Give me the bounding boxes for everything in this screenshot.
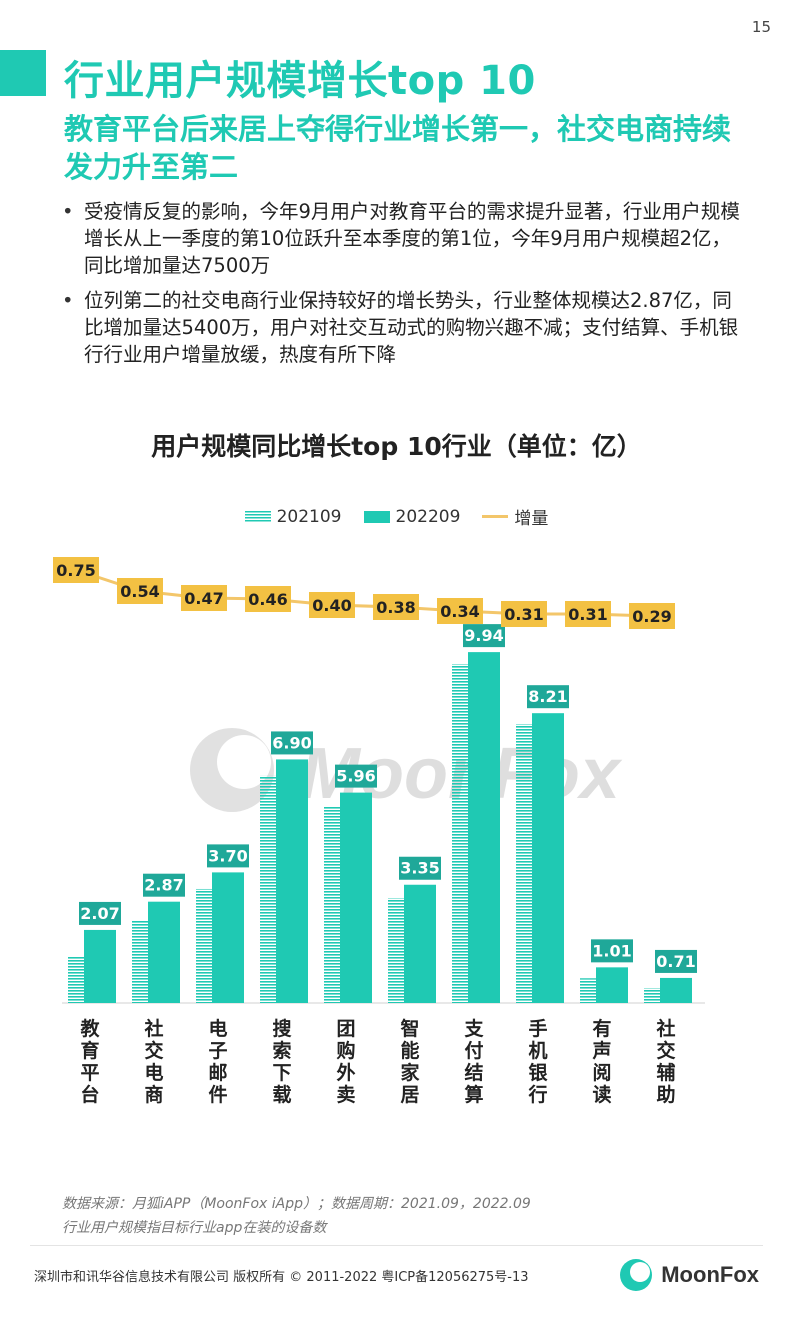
x-tick-label: 电子邮件 — [208, 1017, 227, 1106]
bullet-item: 受疫情反复的影响，今年9月用户对教育平台的需求提升显著，行业用户规模增长从上一季… — [60, 198, 750, 279]
legend-item-202109: 202109 — [244, 504, 342, 529]
data-label-202209: 0.71 — [656, 952, 695, 971]
footnote-source: 数据来源：月狐iAPP（MoonFox iApp）；数据周期：2021.09，2… — [62, 1196, 531, 1212]
bar-202209 — [468, 652, 500, 1003]
title-accent-bar — [0, 50, 46, 96]
data-label-bg — [591, 939, 633, 963]
legend-label: 202209 — [395, 506, 461, 527]
data-label-bg — [271, 731, 313, 755]
increment-line — [75, 568, 653, 618]
bullet-item: 位列第二的社交电商行业保持较好的增长势头，行业整体规模达2.87亿，同比增加量达… — [60, 287, 750, 368]
increment-label-bg — [245, 586, 291, 612]
bar-line-chart: MoonFox 2.07教育平台2.87社交电商3.70电子邮件6.90搜索下载… — [53, 557, 705, 1106]
x-tick-label: 手机银行 — [527, 1017, 548, 1106]
legend-item-202209: 202209 — [363, 504, 461, 529]
footer-copyright: 深圳市和讯华谷信息技术有限公司 版权所有 © 2011-2022 粤ICP备12… — [34, 1270, 529, 1285]
data-label-bg — [527, 685, 569, 709]
data-label-202209: 3.70 — [208, 846, 247, 865]
data-label-202209: 6.90 — [272, 733, 311, 752]
increment-label-bg — [437, 598, 483, 624]
increment-label-bg — [501, 601, 547, 627]
legend-label: 增量 — [514, 509, 549, 529]
bar-202209 — [660, 977, 692, 1003]
data-label-increment: 0.54 — [120, 582, 159, 601]
x-tick-label: 支付结算 — [463, 1018, 484, 1106]
footer-divider — [30, 1245, 763, 1246]
data-label-increment: 0.47 — [184, 589, 223, 608]
data-label-202209: 2.07 — [80, 904, 119, 923]
x-tick-label: 智能家居 — [400, 1017, 420, 1106]
data-label-bg — [143, 873, 185, 897]
legend-swatch-solid — [363, 510, 390, 523]
bar-202209 — [532, 713, 564, 1003]
bar-202209 — [596, 967, 628, 1003]
page-subtitle: 教育平台后来居上夺得行业增长第一，社交电商持续发力升至第二 — [64, 112, 732, 184]
data-label-202209: 9.94 — [464, 626, 503, 645]
data-label-increment: 0.46 — [248, 590, 287, 609]
legend-swatch-line — [482, 515, 509, 518]
bar-202209 — [404, 884, 436, 1003]
data-label-bg — [463, 624, 505, 648]
page-number: 15 — [751, 18, 771, 36]
data-label-202209: 3.35 — [400, 859, 439, 878]
x-tick-label: 社交电商 — [143, 1017, 163, 1106]
increment-label-bg — [53, 557, 99, 583]
increment-label-bg — [629, 603, 675, 629]
data-label-increment: 0.31 — [504, 605, 543, 624]
bar-202209 — [148, 901, 180, 1003]
increment-label-bg — [373, 594, 419, 620]
increment-label-bg — [181, 585, 227, 611]
data-label-increment: 0.40 — [312, 596, 351, 615]
legend-label: 202109 — [276, 506, 342, 527]
data-label-bg — [399, 856, 441, 880]
data-label-202209: 1.01 — [592, 941, 631, 960]
legend-swatch-striped — [244, 510, 271, 523]
footer-logo: MoonFox — [619, 1258, 759, 1292]
x-tick-label: 搜索下载 — [272, 1017, 292, 1106]
increment-label-bg — [309, 592, 355, 618]
data-label-increment: 0.29 — [632, 607, 671, 626]
page-title: 行业用户规模增长top 10 — [64, 58, 536, 104]
footnote-definition: 行业用户规模指目标行业app在装的设备数 — [62, 1220, 327, 1236]
bar-202209 — [212, 872, 244, 1003]
x-tick-label: 教育平台 — [80, 1017, 100, 1106]
data-label-bg — [655, 949, 697, 973]
x-tick-label: 有声阅读 — [591, 1017, 611, 1106]
x-tick-label: 团购外卖 — [336, 1018, 355, 1106]
bar-202209 — [340, 792, 372, 1003]
increment-label-bg — [565, 601, 611, 627]
x-tick-label: 社交辅助 — [655, 1017, 675, 1106]
data-label-increment: 0.31 — [568, 605, 607, 624]
increment-label-bg — [117, 578, 163, 604]
data-label-202209: 5.96 — [336, 767, 375, 786]
data-label-bg — [79, 901, 121, 925]
chart-title: 用户规模同比增长top 10行业（单位：亿） — [151, 432, 642, 461]
bar-202209 — [276, 759, 308, 1003]
data-label-bg — [207, 844, 249, 868]
data-label-bg — [335, 764, 377, 788]
footnote: 数据来源：月狐iAPP（MoonFox iApp）；数据周期：2021.09，2… — [62, 1192, 531, 1240]
data-label-202209: 8.21 — [528, 687, 567, 706]
chart-legend: 202109 202209 增量 — [0, 504, 793, 529]
data-label-increment: 0.75 — [56, 561, 95, 580]
data-label-increment: 0.38 — [376, 598, 415, 617]
bar-202209 — [84, 929, 116, 1003]
bullet-list: 受疫情反复的影响，今年9月用户对教育平台的需求提升显著，行业用户规模增长从上一季… — [60, 198, 750, 376]
moonfox-logo-icon — [620, 1259, 653, 1291]
footer-logo-text: MoonFox — [661, 1262, 759, 1287]
legend-item-increment: 增量 — [482, 504, 548, 529]
data-label-increment: 0.34 — [440, 602, 479, 621]
data-label-202209: 2.87 — [144, 876, 183, 895]
